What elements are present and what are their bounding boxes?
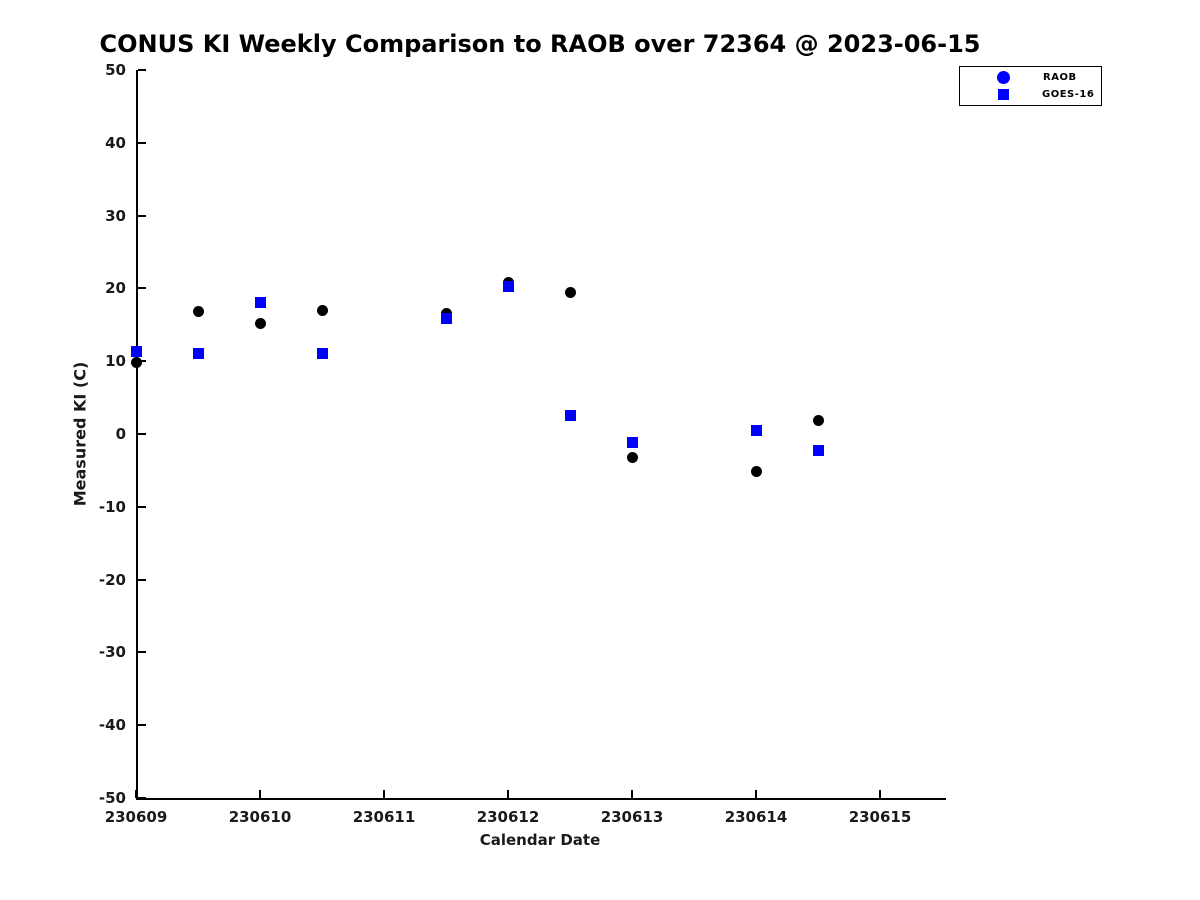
plot-area xyxy=(136,70,946,800)
legend-box: RAOB GOES-16 xyxy=(959,66,1102,106)
y-tick-mark xyxy=(138,651,146,654)
y-tick-mark xyxy=(138,797,146,799)
x-tick-label: 230610 xyxy=(228,808,292,826)
data-point-goes-16 xyxy=(502,280,514,292)
data-point-goes-16 xyxy=(564,410,576,422)
x-tick-label: 230615 xyxy=(848,808,912,826)
chart-title: CONUS KI Weekly Comparison to RAOB over … xyxy=(99,30,981,58)
data-point-raob xyxy=(254,317,266,329)
data-point-goes-16 xyxy=(750,424,762,436)
y-tick-label: 50 xyxy=(105,61,126,79)
data-point-raob xyxy=(750,465,762,477)
legend-item-goes-16: GOES-16 xyxy=(960,86,1101,103)
y-tick-label: 40 xyxy=(105,133,126,152)
data-point-goes-16 xyxy=(440,312,452,324)
y-tick-mark xyxy=(138,505,146,508)
y-tick-mark xyxy=(138,69,146,71)
x-tick-label: 230612 xyxy=(476,808,540,826)
y-tick-label: -40 xyxy=(98,716,126,735)
y-tick-mark xyxy=(138,360,146,363)
y-tick-label: -50 xyxy=(98,789,126,807)
y-tick-label: 0 xyxy=(115,425,126,443)
data-point-goes-16 xyxy=(626,437,638,449)
y-tick-label: 30 xyxy=(105,206,126,225)
data-point-goes-16 xyxy=(316,348,328,360)
x-tick-mark xyxy=(755,790,757,798)
y-tick-mark xyxy=(138,578,146,581)
legend-label-goes-16: GOES-16 xyxy=(1042,89,1095,100)
circle-marker-icon xyxy=(997,71,1010,84)
y-tick-mark xyxy=(138,287,146,290)
x-tick-label: 230611 xyxy=(352,808,416,826)
data-point-goes-16 xyxy=(130,346,142,358)
y-tick-mark xyxy=(138,724,146,727)
data-point-raob xyxy=(316,304,328,316)
data-point-goes-16 xyxy=(192,348,204,360)
data-point-raob xyxy=(626,451,638,463)
data-point-raob xyxy=(130,357,142,369)
x-tick-label: 230613 xyxy=(600,808,664,826)
x-tick-label: 230614 xyxy=(724,808,788,826)
x-axis-label: Calendar Date xyxy=(479,831,601,849)
legend-item-raob: RAOB xyxy=(960,69,1101,86)
y-tick-mark xyxy=(138,214,146,217)
y-tick-label: -30 xyxy=(98,643,126,662)
data-point-goes-16 xyxy=(812,445,824,457)
x-tick-mark xyxy=(383,790,385,798)
x-tick-mark xyxy=(507,790,509,798)
y-tick-label: -20 xyxy=(98,570,126,589)
y-tick-mark xyxy=(138,141,146,144)
data-point-raob xyxy=(812,414,824,426)
x-tick-label: 230609 xyxy=(104,808,168,826)
data-point-raob xyxy=(192,306,204,318)
y-tick-label: -10 xyxy=(98,497,126,516)
x-tick-mark xyxy=(631,790,633,798)
y-tick-mark xyxy=(138,433,146,435)
y-tick-label: 20 xyxy=(105,279,126,298)
y-tick-label: 10 xyxy=(105,352,126,371)
data-point-raob xyxy=(564,286,576,298)
data-point-goes-16 xyxy=(254,297,266,309)
square-marker-icon xyxy=(998,89,1009,100)
x-tick-mark xyxy=(135,790,137,798)
x-tick-mark xyxy=(879,790,881,798)
legend-label-raob: RAOB xyxy=(1043,72,1077,83)
x-tick-mark xyxy=(259,790,261,798)
